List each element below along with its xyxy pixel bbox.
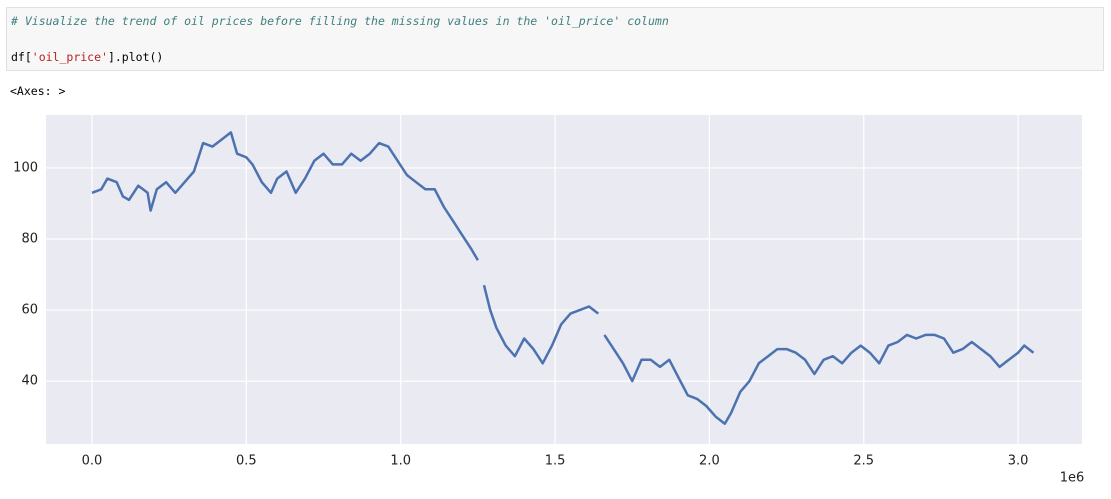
code-token: ].plot()	[107, 50, 164, 64]
code-line: df['oil_price'].plot()	[11, 50, 163, 64]
code-string: 'oil_price'	[31, 50, 108, 64]
y-tick-label: 40	[21, 374, 38, 389]
x-tick-label: 1.0	[390, 454, 411, 469]
x-tick-label: 2.5	[853, 454, 874, 469]
cell-output: <Axes: >	[10, 84, 66, 98]
x-tick-label: 3.0	[1008, 454, 1029, 469]
code-cell[interactable]: # Visualize the trend of oil prices befo…	[6, 7, 1104, 71]
code-comment: # Visualize the trend of oil prices befo…	[11, 14, 669, 28]
plot-area	[46, 115, 1082, 444]
x-tick-label: 1.5	[545, 454, 566, 469]
y-tick-label: 100	[13, 160, 38, 175]
data-line	[91, 131, 1035, 425]
code-token: df[	[11, 50, 32, 64]
x-tick-label: 2.0	[699, 454, 720, 469]
x-offset-label: 1e6	[1060, 471, 1085, 486]
x-tick-label: 0.5	[236, 454, 257, 469]
y-tick-label: 80	[21, 231, 38, 246]
y-tick-label: 60	[21, 303, 38, 318]
x-tick-label: 0.0	[82, 454, 103, 469]
